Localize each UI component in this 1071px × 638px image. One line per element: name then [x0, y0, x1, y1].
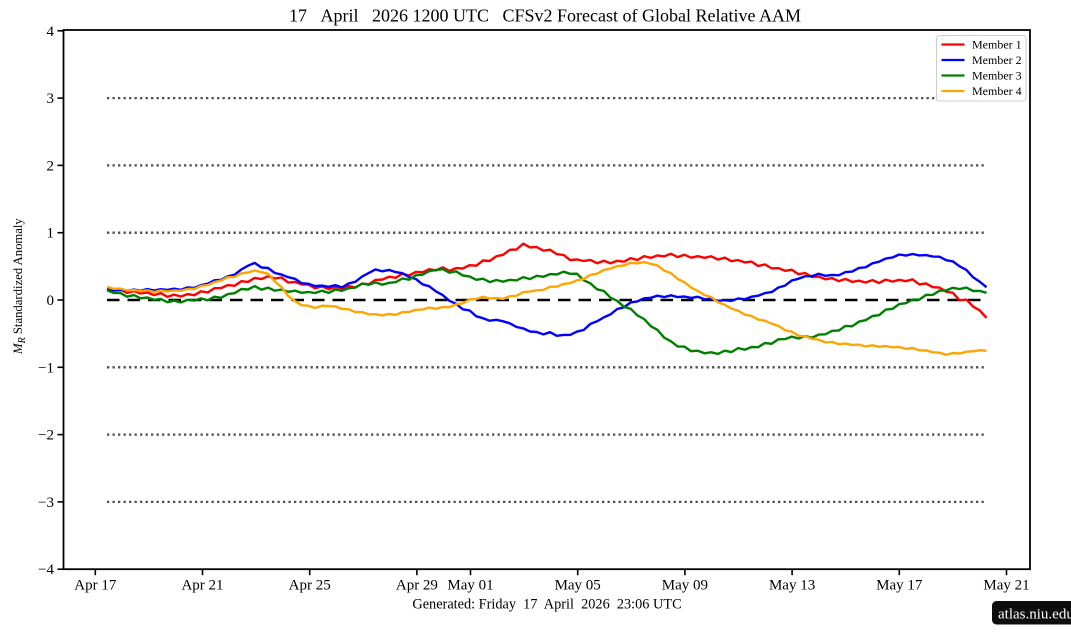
svg-text:3: 3: [47, 91, 55, 107]
svg-text:Apr 17: Apr 17: [74, 578, 117, 594]
svg-text:1: 1: [47, 226, 55, 242]
svg-text:Member 3: Member 3: [972, 69, 1022, 83]
svg-text:May 17: May 17: [876, 578, 923, 594]
svg-text:17 April 2026 1200 UTC C: 17 April 2026 1200 UTC CFSv2 Forecast of…: [289, 6, 801, 26]
svg-text:−4: −4: [38, 562, 54, 578]
svg-text:4: 4: [47, 24, 55, 40]
svg-text:Apr 29: Apr 29: [396, 578, 438, 594]
svg-text:May 01: May 01: [447, 578, 493, 594]
svg-text:atlas.niu.edu: atlas.niu.edu: [998, 607, 1071, 623]
svg-text:Apr 21: Apr 21: [181, 578, 223, 594]
svg-text:Member 4: Member 4: [972, 84, 1022, 98]
svg-text:2: 2: [47, 158, 55, 174]
svg-text:May 13: May 13: [769, 578, 815, 594]
svg-text:−3: −3: [38, 495, 54, 511]
svg-text:−2: −2: [38, 428, 54, 444]
svg-text:Apr 25: Apr 25: [289, 578, 331, 594]
svg-text:−1: −1: [38, 360, 54, 376]
svg-text:Generated: Friday 17 April: Generated: Friday 17 April 2026 23:06 UT…: [412, 597, 681, 613]
svg-text:May 21: May 21: [983, 578, 1029, 594]
svg-text:0: 0: [47, 293, 55, 309]
svg-text:Member 1: Member 1: [972, 38, 1022, 52]
svg-text:May 09: May 09: [662, 578, 708, 594]
svg-text:MR Standardized Anomaly: MR Standardized Anomaly: [11, 218, 28, 355]
svg-text:Member 2: Member 2: [972, 53, 1022, 67]
svg-text:May 05: May 05: [555, 578, 601, 594]
